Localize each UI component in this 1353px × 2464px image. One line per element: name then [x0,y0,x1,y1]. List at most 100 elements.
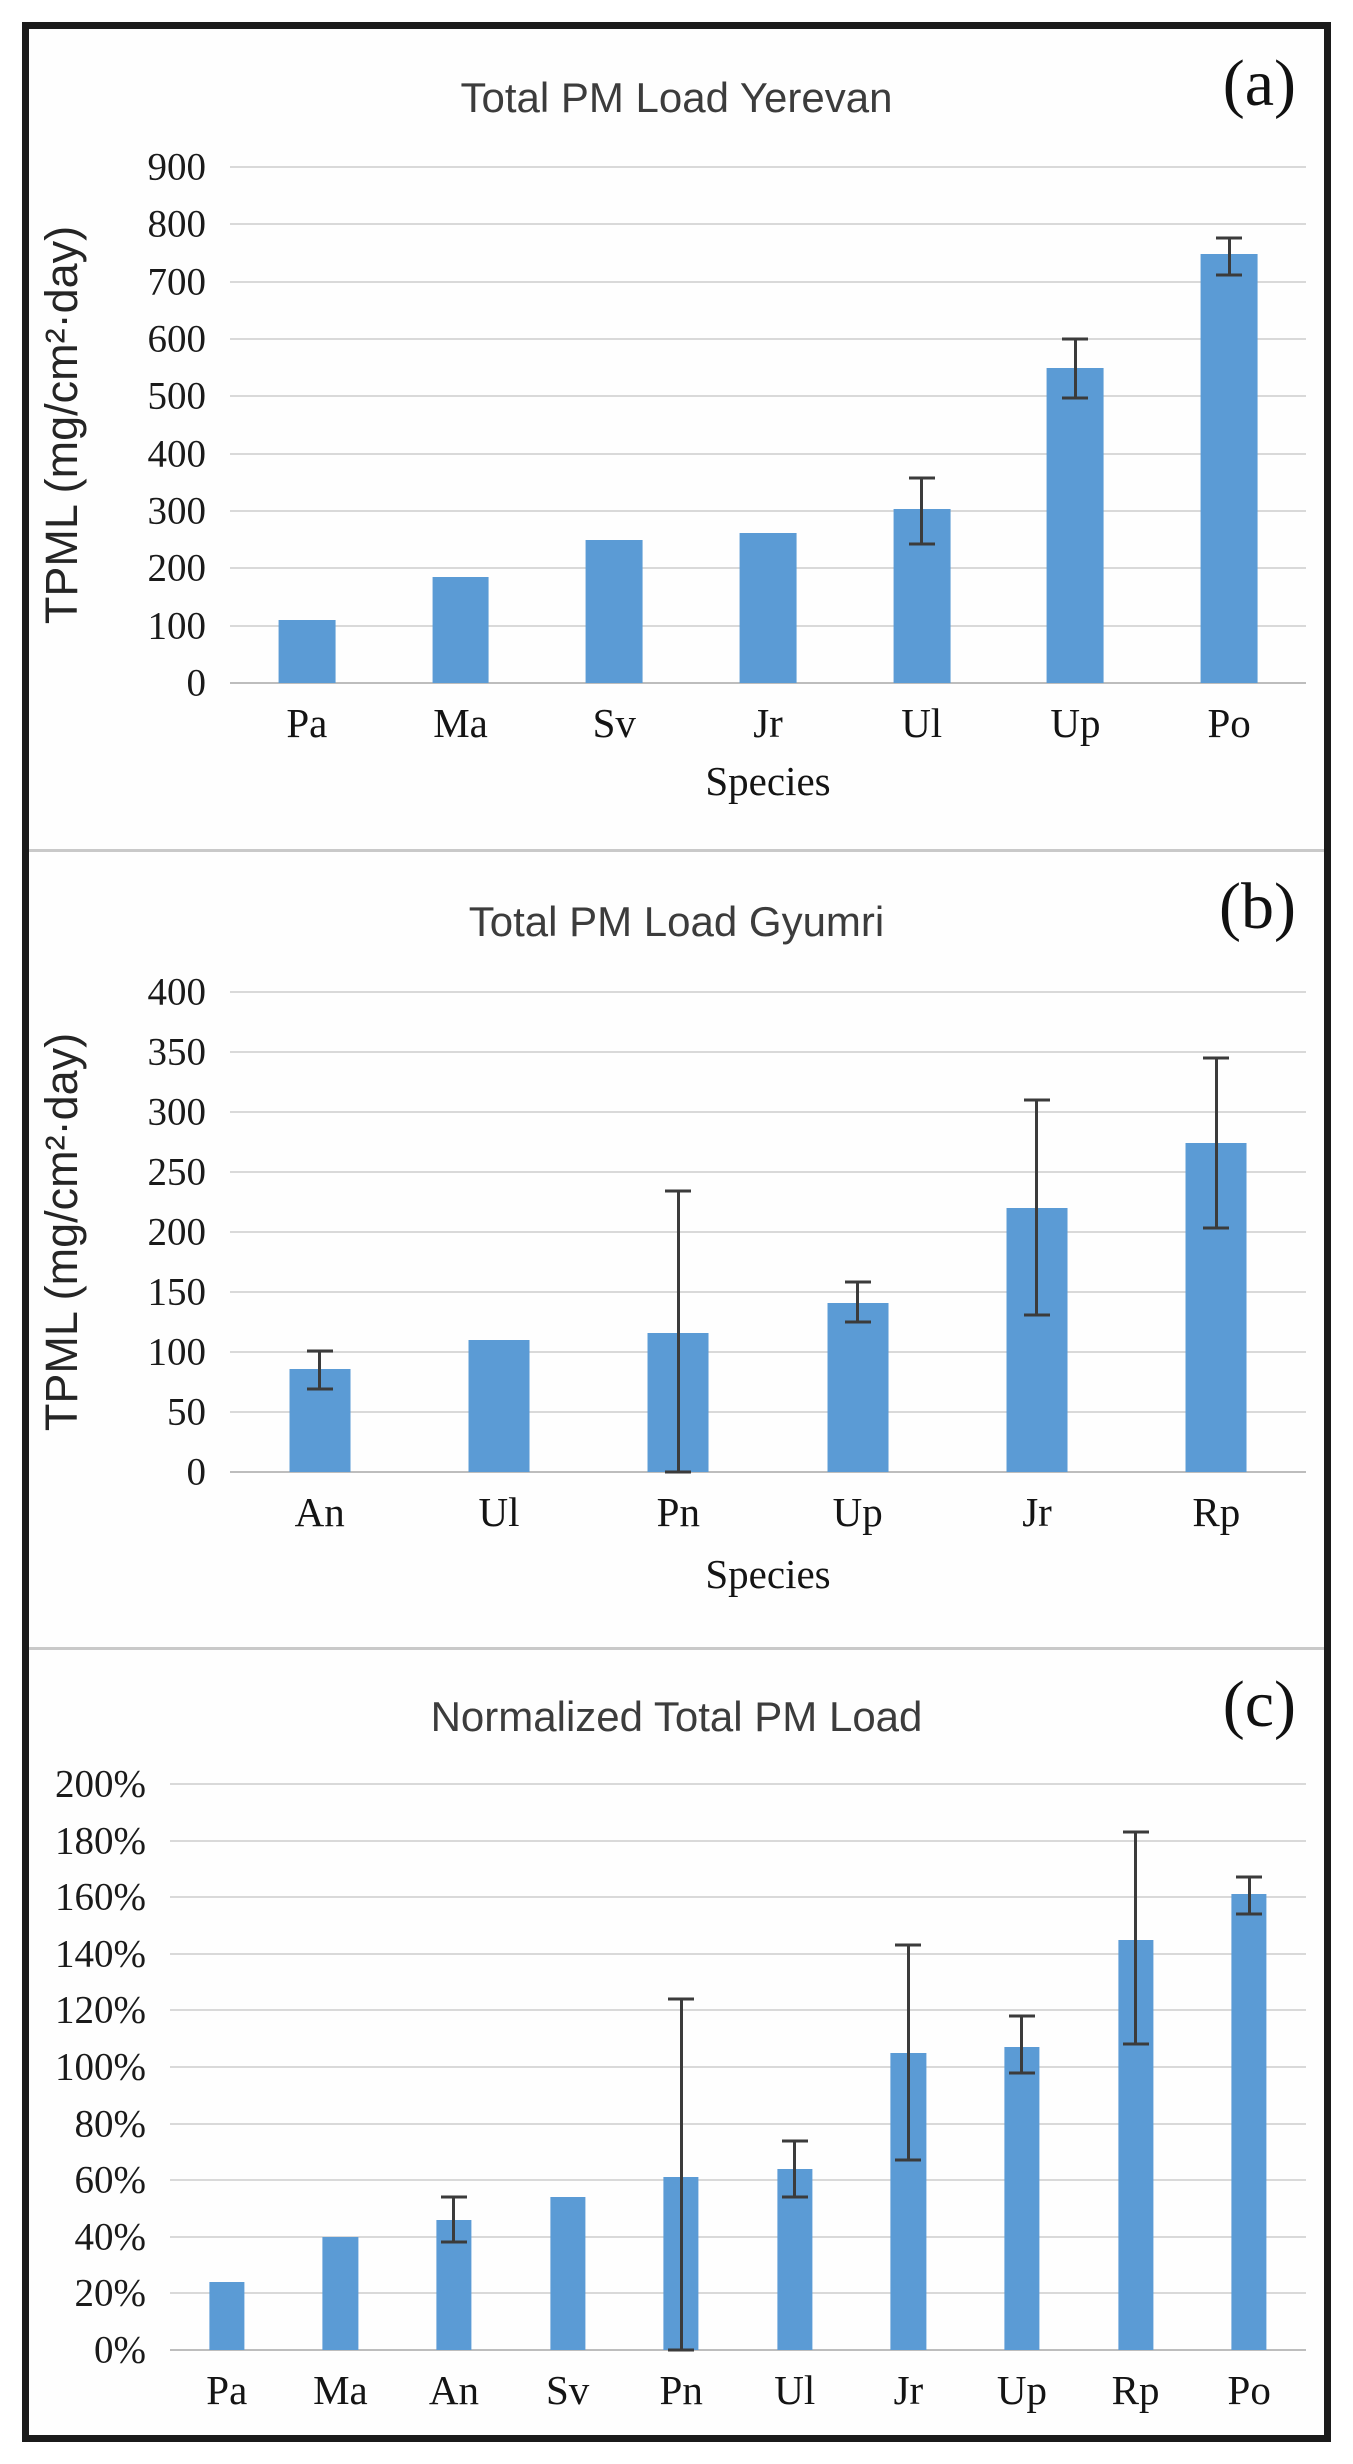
chart-a-plot-area: Species Pa Ma Sv Jr Ul Up Po [230,166,1306,804]
y-tick-label: 150 [147,1270,207,1314]
error-cap-top [440,2195,467,2199]
gridline [230,510,1306,512]
chart-panel-c: Normalized Total PM Load (c) 0% 20% 40% 60%… [29,1647,1324,2431]
x-tick-label-an: An [294,1489,345,1535]
gridline [170,1952,1306,1955]
chart-a-title: Total PM Load Yerevan [460,74,893,121]
y-tick-label: 200 [147,546,207,590]
gridline [170,2235,1306,2238]
gridline [170,1896,1306,1899]
chart-panel-a: Total PM Load Yerevan (a) TPML (mg/cm²·d… [29,29,1324,849]
y-tick-label: 180% [55,1819,146,1863]
category-slot-po: Po [1152,167,1306,746]
y-tick-label: 40% [74,2215,147,2259]
category-slot-po: Po [1192,1784,1306,2413]
gridline [230,452,1306,455]
chart-a-yaxis-title-column: TPML (mg/cm²·day) [29,167,95,683]
error-bar-up [1073,339,1077,399]
category-slot-up: Up [965,1784,1079,2413]
x-tick-label-ma: Ma [433,700,488,746]
gridline [230,166,1306,168]
chart-panel-b: Total PM Load Gyumri (b) TPML (mg/cm²·da… [29,849,1324,1647]
x-axis-line [170,2349,1306,2351]
gridline [230,1171,1306,1173]
x-tick-label-rp: Rp [1111,2367,1160,2413]
category-slot-ma: Ma [384,167,538,746]
gridline [170,1783,1306,1785]
error-cap-top [1216,236,1243,240]
x-tick-label-jr: Jr [893,2367,924,2413]
gridline [230,223,1306,226]
y-tick-label: 60% [74,2158,147,2202]
x-tick-label-po: Po [1207,700,1251,746]
y-tick-label: 500 [147,374,207,418]
error-cap-bottom [1122,2042,1149,2046]
y-tick-label: 140% [55,1932,146,1976]
error-cap-top [1062,337,1089,341]
category-slot-ul: Ul [738,1784,852,2413]
y-tick-label: 250 [147,1150,207,1194]
category-slot-up: Up [999,167,1153,746]
category-slot-rp: Rp [1127,992,1306,1535]
x-tick-label-jr: Jr [1022,1489,1052,1535]
figure-frame: Total PM Load Yerevan (a) TPML (mg/cm²·d… [22,22,1331,2442]
panel-letter-b: (b) [1219,870,1296,943]
chart-b-ytick-labels: 0 50 100 150 200 250 300 350 400 [95,973,230,1492]
chart-c-body: 0% 20% 40% 60% 80% 100% 120% 140% 160% 180% 200% P… [29,1765,1324,2413]
error-bar-up [1020,2016,1024,2073]
error-bar-pn [679,1999,683,2350]
gridline [170,1839,1306,1842]
gridline [230,1051,1306,1053]
category-slot-pn: Pn [589,992,768,1535]
y-tick-label: 300 [147,489,207,533]
chart-c-header: Normalized Total PM Load [29,1650,1324,1784]
gridline [230,1351,1306,1353]
gridline [230,395,1306,398]
chart-b-title: Total PM Load Gyumri [468,898,885,945]
bar-po [1231,1894,1267,2350]
y-tick-label: 600 [147,317,207,361]
bar-pa [209,2282,245,2350]
error-cap-top [306,1349,333,1353]
error-cap-top [1203,1056,1230,1060]
error-cap-bottom [895,2158,922,2162]
error-bar-an [318,1350,322,1390]
gridline [230,280,1306,283]
chart-a-yaxis-title: TPML (mg/cm²·day) [36,225,87,625]
error-cap-top [844,1280,871,1284]
category-slot-ul: Ul [845,167,999,746]
chart-c-title: Normalized Total PM Load [430,1693,923,1740]
y-tick-label: 200 [147,1210,207,1254]
gridline [170,2122,1306,2125]
y-tick-label: 350 [147,1030,207,1074]
gridline [170,2009,1306,2012]
y-tick-label: 50 [167,1390,206,1434]
error-cap-top [665,1189,692,1193]
error-bar-jr [906,1945,910,2161]
bar-up [1004,2047,1040,2350]
chart-a-xaxis-title: Species [705,758,831,804]
category-slot-pn: Pn [624,1784,738,2413]
bar-ma [322,2236,358,2350]
category-slot-jr: Jr [691,167,845,746]
category-slot-sv: Sv [511,1784,625,2413]
gridline [230,1411,1306,1413]
y-tick-label: 0 [186,661,207,705]
gridline [230,1231,1306,1233]
x-tick-label-up: Up [1050,700,1101,746]
x-tick-label-up: Up [996,2367,1048,2413]
y-tick-label: 0 [186,1450,207,1494]
x-tick-label-ma: Ma [313,2367,368,2413]
chart-b-yaxis-title-column: TPML (mg/cm²·day) [29,992,95,1472]
gridline [170,2179,1306,2182]
error-cap-bottom [1062,396,1089,400]
chart-b-body: TPML (mg/cm²·day) 0 50 100 150 200 250 300 350 4… [29,973,1324,1597]
y-tick-label: 100 [147,1330,207,1374]
category-slot-jr: Jr [947,992,1126,1535]
x-tick-label-rp: Rp [1192,1489,1241,1535]
error-cap-bottom [665,1470,692,1474]
bar-sv [585,539,643,683]
bar-ul [468,1340,530,1472]
panel-letter-c: (c) [1222,1668,1296,1741]
x-tick-label-jr: Jr [753,700,783,746]
